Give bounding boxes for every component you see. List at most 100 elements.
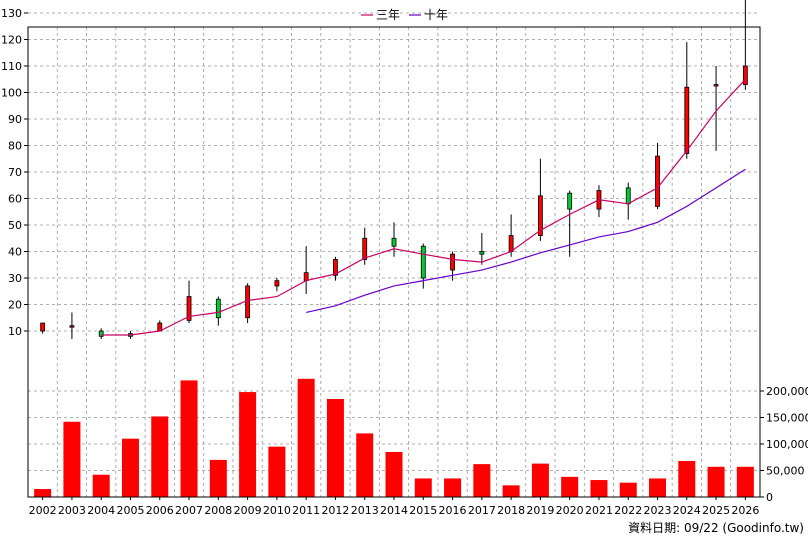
x-tick-label: 2022 [614, 504, 642, 517]
x-tick-label: 2002 [29, 504, 57, 517]
volume-bar [297, 378, 315, 497]
price-tick-label: 130 [1, 7, 22, 20]
volume-bar [444, 478, 462, 497]
candle-body [391, 237, 397, 247]
volume-bar [63, 421, 81, 497]
volume-bar [92, 474, 110, 497]
x-tick-label: 2019 [526, 504, 554, 517]
ma-line-3yr [101, 78, 746, 336]
plot-frame [27, 26, 761, 498]
x-tick-label: 2007 [175, 504, 203, 517]
volume-bar [268, 446, 286, 497]
candle-body [333, 259, 338, 276]
legend-label-10yr: 十年 [424, 8, 448, 22]
candle-body [186, 296, 192, 321]
price-tick-label: 110 [1, 60, 22, 73]
candles [40, 0, 748, 339]
candle-body [713, 84, 719, 87]
volume-bar [151, 416, 169, 497]
candle-body [567, 192, 573, 210]
candle-body [362, 237, 368, 260]
price-tick-label: 40 [8, 246, 22, 259]
x-tick-label: 2011 [292, 504, 320, 517]
x-tick-label: 2014 [380, 504, 408, 517]
volume-bars [34, 378, 754, 497]
legend: 三年 十年 [361, 8, 448, 22]
candle-body [98, 330, 104, 337]
candle-body [508, 235, 514, 252]
volume-bar [561, 476, 579, 497]
candle-body [742, 65, 748, 85]
volume-bar [736, 466, 754, 497]
candle-body [479, 251, 485, 255]
candle-body [684, 86, 690, 154]
volume-bar [678, 460, 696, 497]
x-tick-label: 2025 [702, 504, 730, 517]
volume-bar [619, 482, 637, 497]
volume-bar [473, 464, 491, 497]
volume-tick-label: 50,000 [766, 465, 805, 478]
candle-body [245, 285, 251, 319]
candle-body [655, 155, 660, 207]
volume-tick-label: 150,000 [766, 412, 808, 425]
legend-label-3yr: 三年 [376, 8, 400, 22]
candle-body [274, 280, 280, 287]
x-tick-label: 2003 [58, 504, 86, 517]
x-tick-label: 2012 [321, 504, 349, 517]
x-tick-label: 2017 [468, 504, 496, 517]
candle-body [450, 253, 455, 271]
candle-body [538, 195, 543, 237]
x-tick-label: 2004 [87, 504, 115, 517]
price-tick-label: 60 [8, 193, 22, 206]
candle-body [40, 322, 46, 332]
volume-tick-label: 100,000 [766, 438, 808, 451]
x-tick-label: 2009 [234, 504, 262, 517]
x-tick-label: 2026 [731, 504, 759, 517]
volume-bar [326, 398, 344, 497]
x-tick-label: 2005 [116, 504, 144, 517]
ma-line-10yr [306, 168, 746, 313]
x-tick-label: 2010 [263, 504, 291, 517]
volume-bar [34, 489, 52, 497]
volume-bar [239, 392, 257, 497]
volume-bar [502, 485, 520, 497]
x-tick-label: 2018 [497, 504, 525, 517]
source-credit: 資料日期: 09/22 (Goodinfo.tw) [628, 521, 804, 535]
moving-average-lines [101, 78, 746, 336]
candle-body [420, 245, 426, 279]
volume-bar [209, 459, 227, 497]
price-tick-label: 90 [8, 113, 22, 126]
volume-bar [649, 478, 667, 497]
candle-body [303, 272, 309, 282]
price-tick-label: 20 [8, 299, 22, 312]
x-tick-label: 2023 [644, 504, 672, 517]
candle-body [215, 298, 221, 319]
price-tick-label: 10 [8, 325, 22, 338]
x-tick-label: 2008 [204, 504, 232, 517]
volume-bar [356, 433, 374, 497]
x-tick-label: 2006 [146, 504, 174, 517]
price-tick-label: 80 [8, 140, 22, 153]
volume-bar [707, 466, 725, 497]
candle-body [69, 325, 75, 328]
x-tick-label: 2013 [351, 504, 379, 517]
x-tick-label: 2024 [673, 504, 701, 517]
price-tick-label: 70 [8, 166, 22, 179]
x-tick-label: 2020 [556, 504, 584, 517]
volume-bar [414, 478, 432, 497]
x-tick-label: 2021 [585, 504, 613, 517]
volume-bar [385, 451, 403, 497]
axes: 10 20 30 40 50 60 70 80 90 100 110 120 130 0 50,000 100… [1, 7, 808, 517]
candle-body [625, 187, 631, 205]
price-tick-label: 120 [1, 34, 22, 47]
volume-bar [531, 463, 549, 497]
x-tick-label: 2016 [439, 504, 467, 517]
volume-bar [121, 438, 139, 497]
price-tick-label: 100 [1, 87, 22, 100]
volume-tick-label: 200,000 [766, 385, 808, 398]
volume-bar [180, 380, 198, 497]
volume-tick-label: 0 [766, 491, 773, 504]
price-tick-label: 50 [8, 219, 22, 232]
volume-bar [590, 480, 608, 497]
